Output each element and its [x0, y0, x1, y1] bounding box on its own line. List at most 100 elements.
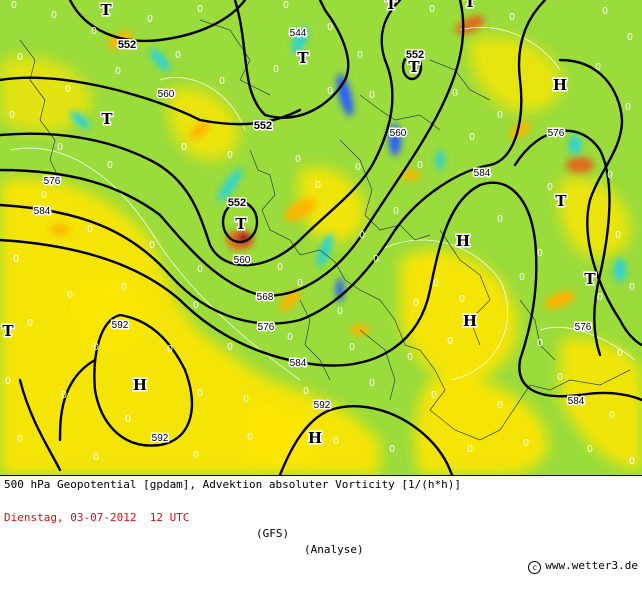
low-pressure-label: T	[100, 1, 112, 19]
credit: c www.wetter3.de	[528, 558, 638, 574]
zero-isoline-label: 0	[107, 160, 113, 171]
contour-label-544-halo: 544	[290, 28, 307, 39]
contour-label-552-halo: 552	[254, 120, 272, 132]
map-title: 500 hPa Geopotential [gpdam], Advektion …	[4, 478, 461, 491]
zero-isoline-label: 0	[459, 294, 465, 305]
contour-label-592-halo: 592	[152, 433, 169, 444]
contour-label-584-halo: 584	[34, 206, 51, 217]
high-pressure-label: H	[308, 429, 322, 447]
contour-label-584: 584	[474, 168, 491, 179]
contour-label-584: 584	[568, 396, 585, 407]
credit-url: www.wetter3.de	[545, 559, 638, 572]
low-pressure-label-halo: T	[2, 322, 14, 340]
contour-560	[0, 0, 402, 267]
zero-isoline-label: 0	[467, 444, 473, 455]
zero-isoline-label: 0	[197, 264, 203, 275]
vorticity-advection-field: 0 0 0 0 0 0 0 0 0 0 0 0 0 0 0 0 0 0 0 0 0 0 0 0 0 0 0 0 0 0 0 0 0 0 0 0 0 0 0 0…	[0, 0, 642, 475]
zero-labels: 0 0 0 0 0 0 0 0 0 0 0 0 0 0 0 0 0 0 0 0 0 0 0 0 0 0 0 0 0 0 0 0 0 0 0 0 0 0 0 0…	[5, 0, 635, 467]
low-pressure-label-halo: T	[385, 0, 397, 13]
contour-label-592: 592	[152, 433, 169, 444]
contour-552-west	[0, 76, 302, 126]
model-name: (GFS)	[256, 527, 290, 540]
high-pressure-label: H	[463, 312, 477, 330]
zero-isoline-label: 0	[51, 10, 57, 21]
zero-isoline-label: 0	[389, 444, 395, 455]
zero-isoline-label: 0	[497, 400, 503, 411]
zero-isoline-label: 0	[287, 332, 293, 343]
zero-isoline-label: 0	[57, 142, 63, 153]
zero-isoline-label: 0	[147, 14, 153, 25]
zero-isoline-label: 0	[413, 298, 419, 309]
zero-isoline-label: 0	[67, 290, 73, 301]
zero-isoline-label: 0	[303, 386, 309, 397]
low-pressure-label: T	[584, 270, 596, 288]
contour-label-568-halo: 568	[257, 292, 274, 303]
zero-isoline-label: 0	[349, 342, 355, 353]
zero-isoline-label: 0	[337, 306, 343, 317]
copyright-icon: c	[528, 561, 542, 574]
zero-isoline-label: 0	[417, 160, 423, 171]
zero-isoline-label: 0	[327, 22, 333, 33]
contour-568	[0, 0, 465, 297]
contour-label-560-halo: 560	[158, 89, 175, 100]
contour-label-552-halo: 552	[118, 39, 136, 51]
low-pressure-label-halo: T	[555, 192, 567, 210]
zero-isoline-label: 0	[327, 86, 333, 97]
contour-label-592: 592	[314, 400, 331, 411]
contour-label-560: 560	[234, 255, 251, 266]
zero-isoline-label: 0	[537, 338, 543, 349]
zero-isoline-label: 0	[295, 154, 301, 165]
geopotential-contours	[0, 0, 642, 475]
contour-584	[0, 181, 642, 402]
zero-isoline-label: 0	[373, 254, 379, 265]
contour-label-592-halo: 592	[314, 400, 331, 411]
high-pressure-label: H	[553, 76, 567, 94]
low-pressure-label-halo: T	[101, 110, 113, 128]
zero-isoline-label: 0	[357, 50, 363, 61]
map-caption: 500 hPa Geopotential [gpdam], Advektion …	[0, 475, 642, 574]
weather-map: 0 0 0 0 0 0 0 0 0 0 0 0 0 0 0 0 0 0 0 0 0 0 0 0 0 0 0 0 0 0 0 0 0 0 0 0 0 0 0 0…	[0, 0, 642, 475]
map-meta-row: Dienstag, 03-07-2012 12 UTC (GFS) (Analy…	[4, 494, 638, 590]
high-pressure-label: H	[456, 232, 470, 250]
contour-label-576-halo: 576	[575, 322, 592, 333]
zero-isoline-label: 0	[175, 50, 181, 61]
contour-label-544: 544	[290, 28, 307, 39]
zero-isoline-label: 0	[595, 62, 601, 73]
zero-isoline-label: 0	[509, 12, 515, 23]
contour-592-south	[278, 405, 454, 475]
zero-isoline-label: 0	[597, 292, 603, 303]
zero-isoline-label: 0	[149, 240, 155, 251]
low-pressure-label-halo: T	[235, 215, 247, 233]
low-pressure-label: T	[385, 0, 397, 13]
zero-isoline-label: 0	[27, 318, 33, 329]
zero-isoline-label: 0	[607, 170, 613, 181]
zero-isoline-label: 0	[469, 132, 475, 143]
contour-576-east	[513, 129, 611, 357]
zero-isoline-label: 0	[193, 300, 199, 311]
contour-label-584-halo: 584	[290, 358, 307, 369]
low-pressure-label-halo: T	[584, 270, 596, 288]
contour-label-552: 552	[228, 197, 246, 209]
low-pressure-label: T	[408, 58, 420, 76]
contour-label-560-halo: 560	[390, 128, 407, 139]
zero-isoline-label: 0	[9, 110, 15, 121]
zero-isoline-label: 0	[497, 110, 503, 121]
contour-label-584-halo: 584	[474, 168, 491, 179]
zero-isoline-label: 0	[617, 348, 623, 359]
zero-isoline-label: 0	[629, 282, 635, 293]
high-pressure-label-halo: H	[456, 232, 470, 250]
contour-label-584: 584	[290, 358, 307, 369]
zero-contours	[9, 27, 636, 381]
zero-isoline-label: 0	[537, 248, 543, 259]
contour-label-576: 576	[575, 322, 592, 333]
contour-592-west	[93, 313, 193, 447]
low-pressure-label: T	[2, 322, 14, 340]
zero-isoline-label: 0	[121, 282, 127, 293]
contour-576	[0, 0, 547, 325]
zero-isoline-label: 0	[65, 84, 71, 95]
zero-isoline-label: 0	[497, 214, 503, 225]
zero-isoline-label: 0	[615, 230, 621, 241]
contour-label-576: 576	[258, 322, 275, 333]
zero-isoline-label: 0	[273, 64, 279, 75]
contour-label-584-halo: 584	[568, 396, 585, 407]
